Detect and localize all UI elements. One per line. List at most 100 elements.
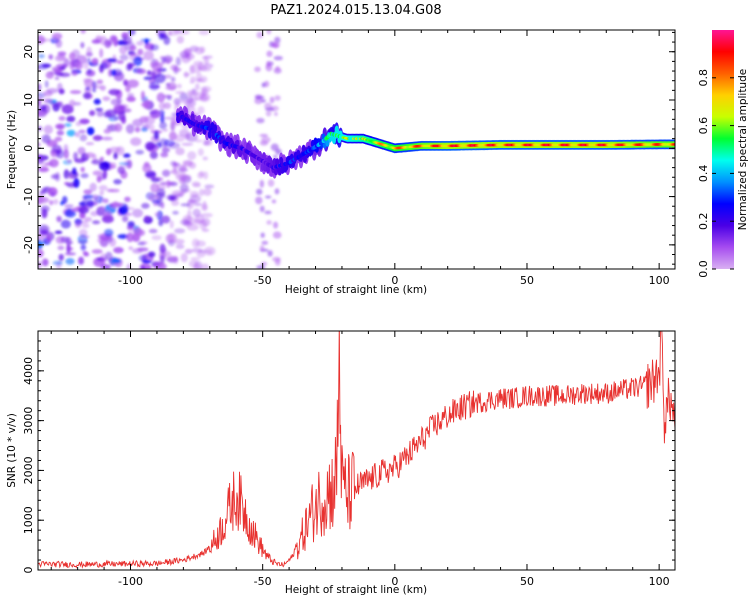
spectral-noise-blob	[47, 187, 58, 197]
spectral-noise-blob	[193, 202, 203, 207]
spectrogram-y-tick-label: 0	[22, 145, 35, 152]
spectral-noise-blob	[41, 63, 52, 68]
spectral-noise-blob	[144, 171, 156, 177]
spectral-noise-blob	[67, 173, 75, 180]
spectral-noise-blob	[201, 87, 209, 96]
spectrogram-y-tick-label: 10	[22, 93, 35, 107]
spectral-noise-blob	[77, 146, 86, 155]
spectral-noise-blob	[159, 254, 165, 264]
spectrogram-y-tick-label: -20	[22, 236, 35, 254]
spectral-noise-blob	[185, 132, 198, 142]
spectral-noise-blob	[96, 175, 102, 183]
snr-series-line	[38, 331, 675, 569]
spectral-noise-blob	[180, 219, 191, 226]
snr-plot-area	[38, 331, 675, 569]
spectral-noise-blob	[172, 161, 178, 172]
spectral-noise-blob	[65, 182, 78, 187]
spectral-noise-blob	[58, 115, 66, 121]
spectral-noise-blob	[46, 233, 52, 242]
spectral-noise-blob	[80, 42, 85, 49]
spectral-noise-blob	[86, 199, 95, 208]
spectral-noise-blob	[114, 123, 123, 133]
spectral-noise-blob	[57, 82, 63, 92]
spectral-noise-blob	[201, 67, 212, 72]
spectral-noise-blob	[66, 159, 72, 163]
spectral-noise-blob	[116, 60, 124, 64]
colorbar-tick-label: 0.6	[697, 117, 710, 135]
spectral-noise-blob	[163, 139, 175, 147]
spectral-noise-blob	[126, 263, 131, 269]
spectral-noise-blob	[202, 156, 209, 161]
spectral-noise-blob	[63, 149, 69, 160]
spectral-noise-blob	[138, 254, 148, 262]
spectral-noise-blob	[261, 136, 271, 144]
spectral-noise-blob	[133, 227, 143, 237]
spectral-noise-blob	[163, 102, 171, 110]
spectral-noise-blob	[194, 83, 200, 91]
spectral-noise-blob	[167, 232, 177, 243]
spectral-noise-blob	[123, 153, 131, 158]
spectral-noise-blob	[259, 205, 265, 213]
spectral-noise-blob	[100, 173, 106, 181]
spectral-noise-blob	[100, 205, 106, 212]
spectral-noise-blob	[125, 123, 135, 134]
spectral-noise-blob	[148, 124, 155, 131]
spectral-noise-blob	[38, 100, 41, 107]
ridge-body	[302, 155, 307, 164]
spectral-noise-blob	[50, 150, 57, 158]
spectral-noise-blob	[198, 30, 210, 36]
spectrogram-frame	[37, 29, 676, 270]
spectral-noise-blob	[60, 236, 70, 243]
spectral-noise-blob	[113, 178, 122, 185]
spectrogram-x-tick-label: 0	[391, 274, 398, 287]
spectral-noise-blob	[79, 118, 90, 125]
spectral-noise-blob	[103, 128, 111, 134]
spectral-noise-blob	[84, 152, 95, 158]
spectral-noise-blob	[156, 188, 166, 197]
spectral-noise-blob	[255, 196, 263, 205]
spectral-noise-blob	[266, 50, 273, 58]
spectral-noise-blob	[73, 151, 78, 162]
spectral-noise-blob	[161, 215, 171, 224]
spectral-noise-blob	[189, 76, 197, 83]
spectral-noise-blob	[99, 48, 104, 58]
spectral-noise-blob	[143, 76, 153, 81]
spectral-noise-blob	[87, 68, 92, 75]
colorbar-ticks: 0.0 0.2 0.4 0.6 0.8	[697, 69, 734, 278]
spectral-noise-blob	[58, 72, 71, 78]
spectral-noise-blob	[165, 85, 177, 91]
spectral-noise-blob	[111, 258, 122, 264]
spectral-noise-blob	[62, 196, 68, 204]
spectral-noise-blob	[154, 264, 164, 269]
spectral-noise-blob	[202, 63, 214, 69]
spectral-noise-blob	[77, 256, 85, 265]
snr-x-tick-label: 0	[391, 575, 398, 588]
spectral-noise-blob	[126, 232, 134, 243]
colorbar-label: Normalized spectral amplitude	[737, 69, 749, 230]
spectral-noise-blob	[256, 117, 265, 124]
spectrogram-x-tick-label: 50	[520, 274, 534, 287]
spectral-noise-blob	[194, 219, 202, 225]
snr-y-axis-label: SNR (10 * v/v)	[6, 413, 18, 488]
spectral-noise-blob	[144, 38, 149, 45]
spectral-noise-blob	[160, 247, 167, 252]
spectrogram-y-tick-label: -10	[22, 188, 35, 206]
spectral-noise-blob	[140, 265, 146, 269]
spectrogram-y-axis-label: Frequency (Hz)	[6, 110, 18, 189]
spectrogram-x-axis-label: Height of straight line (km)	[285, 284, 427, 296]
spectral-noise-blob	[38, 109, 42, 118]
spectral-noise-blob	[39, 38, 51, 42]
spectral-noise-blob	[64, 204, 74, 208]
spectral-noise-blob	[256, 265, 266, 269]
spectral-noise-blob	[171, 190, 184, 197]
spectral-noise-blob	[140, 103, 151, 107]
spectral-noise-blob	[203, 171, 209, 180]
spectral-noise-blob	[156, 68, 163, 73]
spectral-noise-blob	[56, 215, 62, 223]
spectral-noise-blob	[51, 32, 63, 40]
spectral-noise-blob	[77, 239, 88, 245]
spectral-noise-blob	[111, 202, 123, 207]
spectral-noise-blob	[197, 106, 205, 115]
spectral-noise-blob	[66, 129, 76, 137]
